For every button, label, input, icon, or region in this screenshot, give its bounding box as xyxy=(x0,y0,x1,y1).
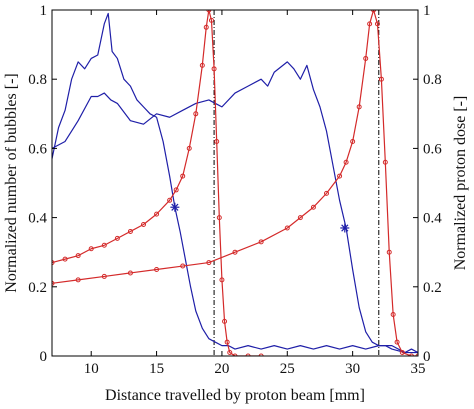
dose-series-1-point xyxy=(193,111,199,117)
dose-series-1-point xyxy=(203,24,209,30)
dose-series-2-point xyxy=(408,353,414,356)
dose-series-2-point xyxy=(371,10,377,13)
y-axis-title-right: Normalized proton dose [-] xyxy=(452,96,469,271)
dose-series-2-point xyxy=(75,277,81,283)
x-tick-label: 25 xyxy=(280,361,295,377)
dose-series-2-point xyxy=(52,280,55,286)
dose-series-1-point xyxy=(227,350,233,356)
dose-series-2-point xyxy=(324,190,329,196)
dose-series-1-point xyxy=(216,215,222,221)
dose-series-1-point xyxy=(208,17,214,23)
dose-series-2-point xyxy=(337,173,343,179)
dose-series-2-point xyxy=(101,273,107,279)
dose-series-2-point xyxy=(378,76,384,82)
dose-series-2-point xyxy=(297,215,303,221)
dose-series-1-point xyxy=(214,138,220,144)
dose-series-2-point xyxy=(343,159,349,165)
dose-series-1-point xyxy=(114,235,120,241)
dose-series-2-point xyxy=(310,204,316,210)
dose-series-2-point xyxy=(382,159,388,165)
dose-series-2-point xyxy=(399,350,405,356)
plot-frame xyxy=(51,9,419,357)
y-tick-label-right: 0 xyxy=(423,349,431,365)
y-tick-label-left: 0.6 xyxy=(28,141,47,157)
y-tick-label-right: 0.4 xyxy=(423,211,442,227)
dose-series-1-point xyxy=(211,66,217,72)
dose-series-1-point xyxy=(52,260,55,266)
dose-series-2-point xyxy=(367,21,373,27)
asterisk-stroke xyxy=(171,203,179,211)
dose-series-2-point xyxy=(390,311,396,317)
dose-series-1-point xyxy=(206,10,212,13)
dose-series-1-point xyxy=(222,318,228,324)
y-tick-label-left: 1 xyxy=(40,3,48,19)
dose-series-1-point xyxy=(141,222,146,228)
dose-series-1-point xyxy=(75,253,81,259)
x-tick-label: 15 xyxy=(149,361,164,377)
dose-series-2-point xyxy=(180,263,186,269)
y-axis-title-left: Normalized number of bubbles [-] xyxy=(3,73,20,292)
dose-series-1-point xyxy=(258,353,264,356)
dose-series-2-point xyxy=(232,249,238,255)
bubbles-series-1-line xyxy=(52,12,418,354)
dose-series-2-point xyxy=(394,339,400,345)
dose-series-2-point xyxy=(374,21,380,27)
dose-series-1-point xyxy=(62,256,68,262)
dose-series-2-point xyxy=(127,270,133,276)
x-tick-label: 20 xyxy=(214,361,229,377)
dose-series-1-point xyxy=(219,277,225,283)
dose-series-1-point xyxy=(186,145,192,151)
dose-series-1-point xyxy=(180,173,186,179)
x-axis-title: Distance travelled by proton beam [mm] xyxy=(105,387,365,404)
dose-series-2-point xyxy=(386,249,392,255)
y-tick-label-left: 0 xyxy=(40,349,48,365)
highlight-asterisk-1 xyxy=(170,202,180,212)
dose-series-2-point xyxy=(154,267,160,272)
bubbles-series-2-line xyxy=(52,61,418,354)
y-tick-label-right: 0.6 xyxy=(423,141,442,157)
dose-series-1-point xyxy=(88,246,94,252)
dose-series-1-point xyxy=(154,211,160,217)
asterisk-stroke xyxy=(341,224,349,232)
y-tick-label-left: 0.8 xyxy=(28,72,47,88)
dose-series-1-point xyxy=(232,353,238,356)
dose-series-1-point xyxy=(127,228,133,234)
y-tick-label-right: 1 xyxy=(423,3,431,19)
dose-series-1-point xyxy=(245,353,251,356)
highlight-asterisk-2 xyxy=(340,223,350,233)
y-tick-label-left: 0.2 xyxy=(28,280,47,296)
dose-series-2-point xyxy=(284,225,290,231)
x-tick-label: 30 xyxy=(345,361,360,377)
dose-series-1-point xyxy=(167,197,173,203)
y-tick-label-left: 0.4 xyxy=(28,211,47,227)
x-tick-label: 10 xyxy=(84,361,99,377)
dose-series-1-point xyxy=(101,242,107,248)
dose-series-2-point xyxy=(206,260,212,266)
dose-series-2-point xyxy=(356,104,362,110)
dose-series-2-point xyxy=(350,138,356,144)
dose-series-1-point xyxy=(173,187,179,193)
x-tick-label: 35 xyxy=(411,361,426,377)
dose-series-1-point xyxy=(199,62,205,68)
plot-area xyxy=(52,10,418,356)
dose-series-2-point xyxy=(258,239,264,245)
dose-series-2-line xyxy=(52,10,418,356)
y-tick-label-right: 0.8 xyxy=(423,72,442,88)
series-group xyxy=(52,10,418,356)
dose-series-2-point xyxy=(363,55,369,61)
dose-series-1-line xyxy=(52,10,262,356)
y-tick-label-right: 0.2 xyxy=(423,280,442,296)
dose-series-1-point xyxy=(224,339,230,345)
